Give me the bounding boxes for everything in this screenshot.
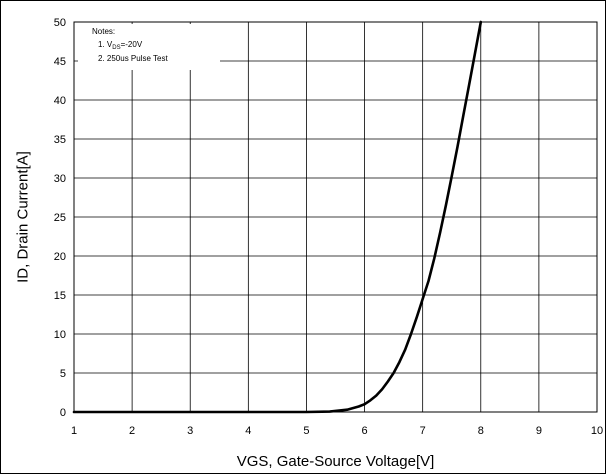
series-layer [72, 20, 483, 414]
x-tick-label: 10 [591, 425, 603, 437]
y-tick-label: 10 [54, 329, 66, 341]
x-tick-label: 9 [536, 425, 542, 437]
y-tick-label: 30 [54, 173, 66, 185]
grid [74, 22, 597, 412]
x-tick-labels: 1 2 3 4 5 6 7 8 9 10 [71, 425, 603, 437]
y-tick-label: 40 [54, 95, 66, 107]
notes-background [78, 24, 220, 70]
y-axis-label: ID, Drain Current[A] [14, 151, 31, 283]
x-tick-label: 8 [478, 425, 484, 437]
y-tick-label: 35 [54, 134, 66, 146]
note-line-1: 1. VDS=-20V [98, 40, 143, 51]
y-tick-labels: 0 5 10 15 20 25 30 35 40 45 50 [54, 17, 66, 419]
notes-title: Notes: [92, 27, 115, 36]
x-tick-label: 2 [129, 425, 135, 437]
y-tick-label: 5 [60, 368, 66, 380]
x-axis-label: VGS, Gate-Source Voltage[V] [237, 453, 435, 470]
y-tick-label: 45 [54, 56, 66, 68]
x-tick-label: 4 [245, 425, 251, 437]
notes-box: Notes: 1. VDS=-20V 2. 250us Pulse Test [78, 24, 220, 70]
x-tick-label: 5 [303, 425, 309, 437]
x-tick-label: 6 [361, 425, 367, 437]
x-tick-label: 3 [187, 425, 193, 437]
note-line-1-prefix: 1. V [98, 40, 113, 49]
y-tick-label: 0 [60, 407, 66, 419]
y-tick-label: 25 [54, 212, 66, 224]
series-line [72, 20, 483, 414]
x-tick-label: 1 [71, 425, 77, 437]
x-tick-label: 7 [420, 425, 426, 437]
y-tick-label: 20 [54, 251, 66, 263]
note-line-2: 2. 250us Pulse Test [98, 54, 168, 63]
y-tick-label: 15 [54, 290, 66, 302]
note-line-1-suffix: =-20V [121, 40, 143, 49]
y-tick-label: 50 [54, 17, 66, 29]
note-line-1-subscript: DS [112, 45, 120, 51]
